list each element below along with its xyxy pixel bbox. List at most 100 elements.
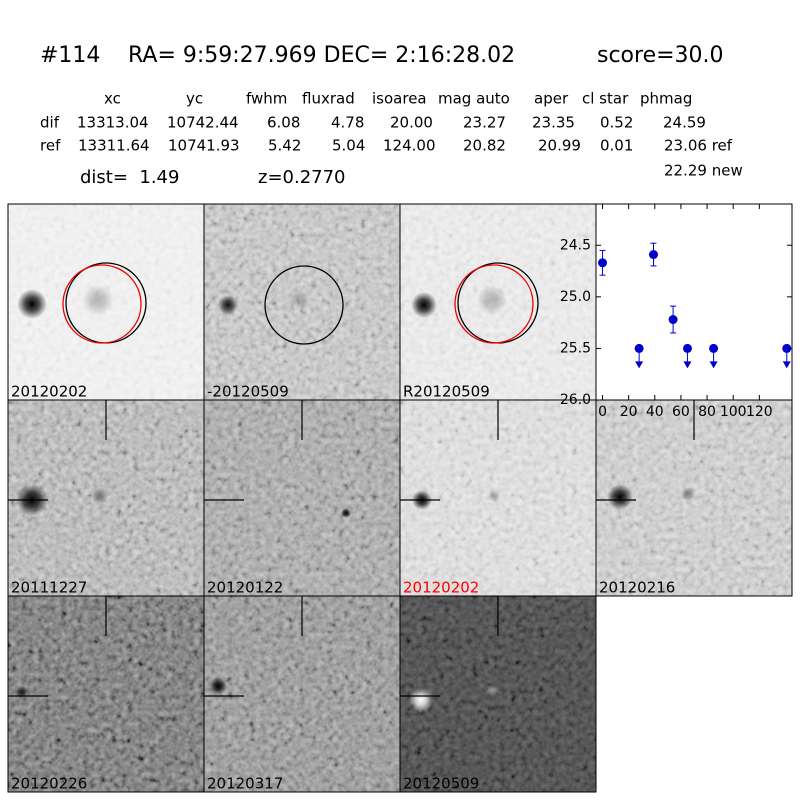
row-label: ref (40, 137, 61, 155)
stamp: R20120509 (399, 203, 597, 401)
source (16, 686, 28, 698)
stamp-image (204, 204, 400, 400)
stamp-image (8, 204, 204, 400)
source (290, 290, 310, 310)
column-header: xc (104, 90, 121, 108)
stamp-image (400, 204, 596, 400)
y-tick-label: 24.5 (560, 237, 591, 253)
point (648, 250, 658, 260)
table-cell: 124.00 (383, 137, 436, 155)
aperture (62, 264, 142, 344)
column-header: aper (534, 90, 569, 108)
source (488, 490, 500, 502)
stamp: 20120226 (7, 595, 205, 793)
x-tick-label: 80 (698, 404, 716, 420)
source (607, 484, 633, 510)
column-header: yc (186, 90, 203, 108)
table-cell: 6.08 (267, 114, 300, 132)
limit-head (782, 361, 791, 369)
table-cell: 0.52 (600, 114, 633, 132)
source (82, 284, 114, 316)
coordinates: RA= 9:59:27.969 DEC= 2:16:28.02 (128, 43, 515, 68)
stamp-label: 20120216 (599, 579, 675, 597)
redshift: z=0.2770 (258, 167, 346, 188)
stamp-label: -20120509 (207, 383, 289, 401)
column-header: fwhm (246, 90, 287, 108)
point (782, 343, 792, 353)
source (411, 292, 437, 318)
table-cell: 23.06 ref (664, 137, 733, 155)
y-tick-label: 25.5 (560, 340, 591, 356)
source (17, 289, 47, 319)
row-label: dif (40, 114, 60, 132)
score: score=30.0 (597, 43, 724, 68)
point (634, 343, 644, 353)
column-header: isoarea (372, 90, 427, 108)
y-tick-label: 25.0 (560, 289, 591, 305)
stamp-label: 20111227 (11, 579, 87, 597)
source (92, 488, 108, 504)
stamp: 20120202 (7, 203, 205, 401)
point (598, 258, 608, 268)
point (709, 343, 719, 353)
stamp: 20120122 (203, 399, 401, 597)
x-tick-label: 120 (746, 404, 773, 420)
table-cell: 20.99 (538, 137, 581, 155)
stamp-image (204, 400, 400, 596)
stamp: 20120509 (399, 595, 597, 793)
table-cell: 13311.64 (78, 137, 150, 155)
x-tick-label: 100 (720, 404, 747, 420)
column-header: cl star (582, 90, 629, 108)
distance: dist= 1.49 (80, 167, 179, 188)
column-header: phmag (640, 90, 692, 108)
table-cell: 13313.04 (77, 114, 149, 132)
stamp-frame (399, 595, 597, 793)
source (681, 487, 695, 501)
table-cell: 5.04 (332, 137, 365, 155)
table-cell: 4.78 (331, 114, 364, 132)
x-tick-label: 0 (598, 404, 607, 420)
stamp: -20120509 (203, 203, 401, 401)
stamp-label: R20120509 (403, 383, 490, 401)
stamp-image (596, 400, 792, 596)
aperture (454, 264, 534, 344)
table-cell: 10741.93 (168, 137, 240, 155)
stamp-label: 20120317 (207, 775, 283, 793)
table-cell: 20.82 (463, 137, 506, 155)
point (668, 315, 678, 325)
source (209, 677, 227, 695)
light-curve: 24.5 25.0 25.5 26.0 0 20 40 60 80 100 120 (560, 203, 793, 420)
x-tick-label: 40 (646, 404, 664, 420)
plot-frame (595, 203, 793, 401)
table-cell: 20.00 (390, 114, 433, 132)
stamp-label: 20120202 (403, 579, 479, 597)
new-mag: 22.29 new (664, 162, 743, 180)
y-tick-label: 26.0 (560, 392, 591, 408)
table-cell: 24.59 (663, 114, 706, 132)
source (218, 295, 238, 315)
limit-head (683, 361, 692, 369)
table-cell: 23.35 (532, 114, 575, 132)
table-cell: 10742.44 (167, 114, 239, 132)
table-cell: 23.27 (463, 114, 506, 132)
x-tick-label: 20 (620, 404, 638, 420)
aperture (264, 265, 344, 345)
x-tick-label: 60 (672, 404, 690, 420)
limit-head (635, 361, 644, 369)
stamp: 20111227 (7, 399, 205, 597)
point (682, 343, 692, 353)
column-header: mag auto (438, 90, 510, 108)
limit-head (709, 361, 718, 369)
table-cell: 0.01 (600, 137, 633, 155)
source (341, 508, 351, 518)
source (409, 688, 433, 712)
stamp-image (204, 596, 400, 792)
stamp: 20120317 (203, 595, 401, 793)
table-cell: 5.42 (268, 137, 301, 155)
plot-bg (596, 204, 792, 400)
stamp: 20120202 (399, 399, 597, 597)
stamp-label: 20120202 (11, 383, 87, 401)
